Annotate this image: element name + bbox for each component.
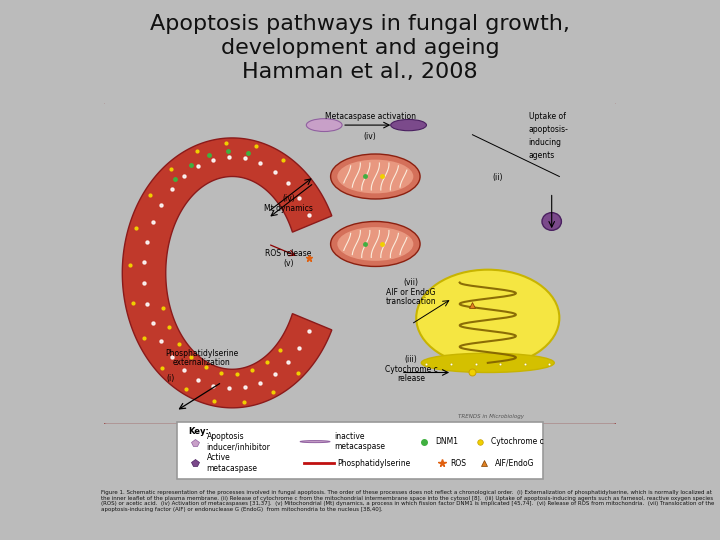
Text: Phosphatidylserine: Phosphatidylserine [338, 458, 411, 468]
Text: apoptosis-: apoptosis- [528, 125, 569, 134]
Ellipse shape [306, 119, 342, 132]
Text: Phosphatidylserine: Phosphatidylserine [165, 349, 238, 357]
Text: Active
metacaspase: Active metacaspase [207, 454, 258, 473]
Text: Cytochrome c: Cytochrome c [491, 437, 544, 446]
Text: Apoptosis
inducer/inhibitor: Apoptosis inducer/inhibitor [207, 432, 271, 451]
Ellipse shape [391, 119, 426, 131]
Text: (vii): (vii) [404, 278, 418, 287]
Text: agents: agents [528, 151, 555, 160]
Text: inducing: inducing [528, 138, 562, 147]
Text: (i): (i) [167, 374, 175, 383]
Text: Cytochrome c: Cytochrome c [384, 365, 438, 374]
Ellipse shape [300, 441, 330, 443]
Text: TRENDS in Microbiology: TRENDS in Microbiology [458, 414, 523, 419]
Text: (iv): (iv) [364, 132, 377, 140]
Text: Metacaspase activation: Metacaspase activation [325, 112, 415, 122]
Ellipse shape [416, 269, 559, 366]
Text: translocation: translocation [386, 298, 436, 306]
Text: AIF or EndoG: AIF or EndoG [387, 288, 436, 296]
Text: (iii): (iii) [405, 355, 418, 364]
Ellipse shape [330, 154, 420, 199]
Text: (v): (v) [283, 259, 294, 268]
FancyBboxPatch shape [176, 422, 544, 479]
Ellipse shape [542, 213, 562, 231]
Text: ROS: ROS [450, 458, 466, 468]
Text: DNM1: DNM1 [435, 437, 458, 446]
Text: release: release [397, 374, 425, 383]
Text: inactive
metacaspase: inactive metacaspase [334, 432, 384, 451]
Polygon shape [122, 138, 332, 408]
Text: (ii): (ii) [492, 173, 503, 183]
Ellipse shape [421, 353, 554, 373]
Ellipse shape [337, 227, 413, 261]
Text: Mt dynamics: Mt dynamics [264, 204, 313, 213]
Text: AIF/EndoG: AIF/EndoG [495, 458, 534, 468]
Text: Uptake of: Uptake of [528, 112, 566, 122]
Ellipse shape [330, 221, 420, 266]
Text: ROS release: ROS release [265, 249, 312, 258]
Text: (iv): (iv) [282, 194, 294, 204]
Text: externalization: externalization [173, 359, 230, 367]
Text: Figure 1. Schematic representation of the processes involved in fungal apoptosis: Figure 1. Schematic representation of th… [101, 490, 714, 512]
Text: Apoptosis pathways in fungal growth,
development and ageing
Hamman et al., 2008: Apoptosis pathways in fungal growth, dev… [150, 14, 570, 82]
Text: Key:: Key: [188, 427, 209, 436]
Ellipse shape [337, 160, 413, 193]
